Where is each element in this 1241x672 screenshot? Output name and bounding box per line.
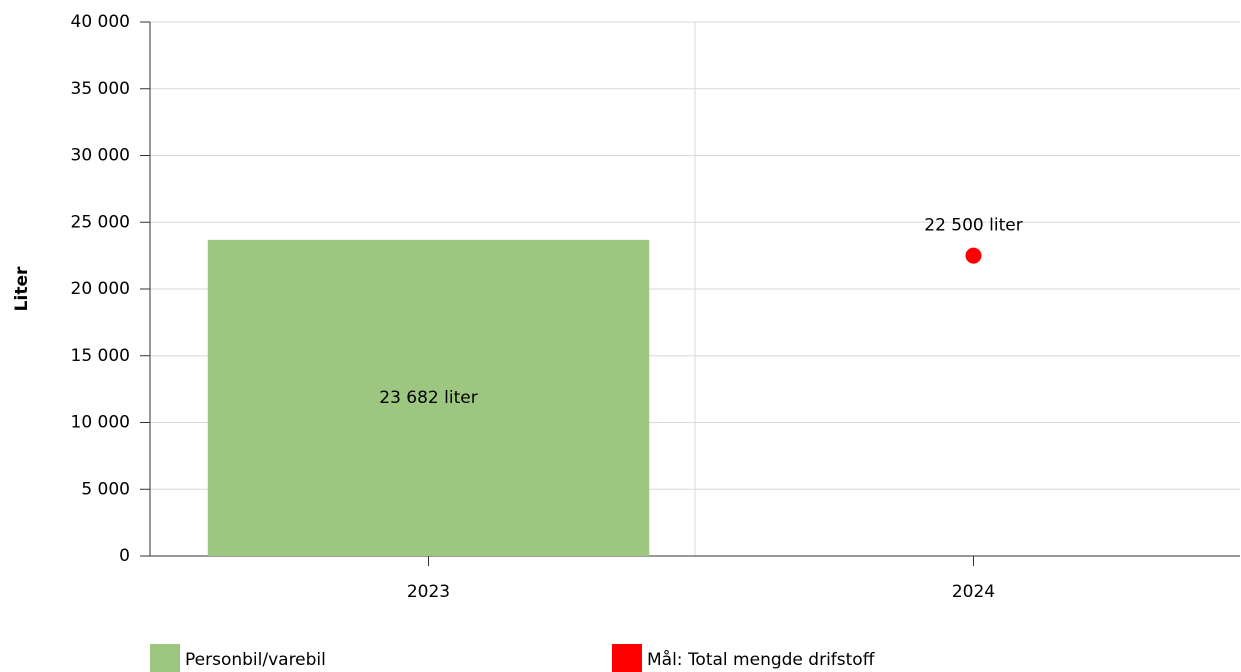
y-tick-label: 15 000	[71, 346, 130, 366]
legend-label: Mål: Total mengde drifstoff	[647, 649, 876, 670]
x-tick-label: 2024	[952, 582, 995, 602]
y-tick-label: 20 000	[71, 279, 130, 299]
legend-label: Personbil/varebil	[185, 650, 326, 670]
y-axis-label: Liter	[12, 266, 32, 311]
data-label: 22 500 liter	[924, 216, 1022, 236]
y-tick-label: 25 000	[71, 212, 130, 232]
x-tick-label: 2023	[407, 582, 450, 602]
legend-swatch	[150, 644, 180, 672]
point	[965, 247, 982, 264]
data-label: 23 682 liter	[379, 388, 477, 408]
y-tick-label: 5 000	[81, 479, 130, 499]
legend-swatch	[612, 644, 642, 672]
y-tick-label: 35 000	[71, 79, 130, 99]
y-tick-label: 10 000	[71, 413, 130, 433]
y-tick-label: 30 000	[71, 146, 130, 166]
y-tick-label: 40 000	[71, 12, 130, 32]
bar	[207, 239, 650, 556]
y-tick-label: 0	[119, 546, 130, 566]
